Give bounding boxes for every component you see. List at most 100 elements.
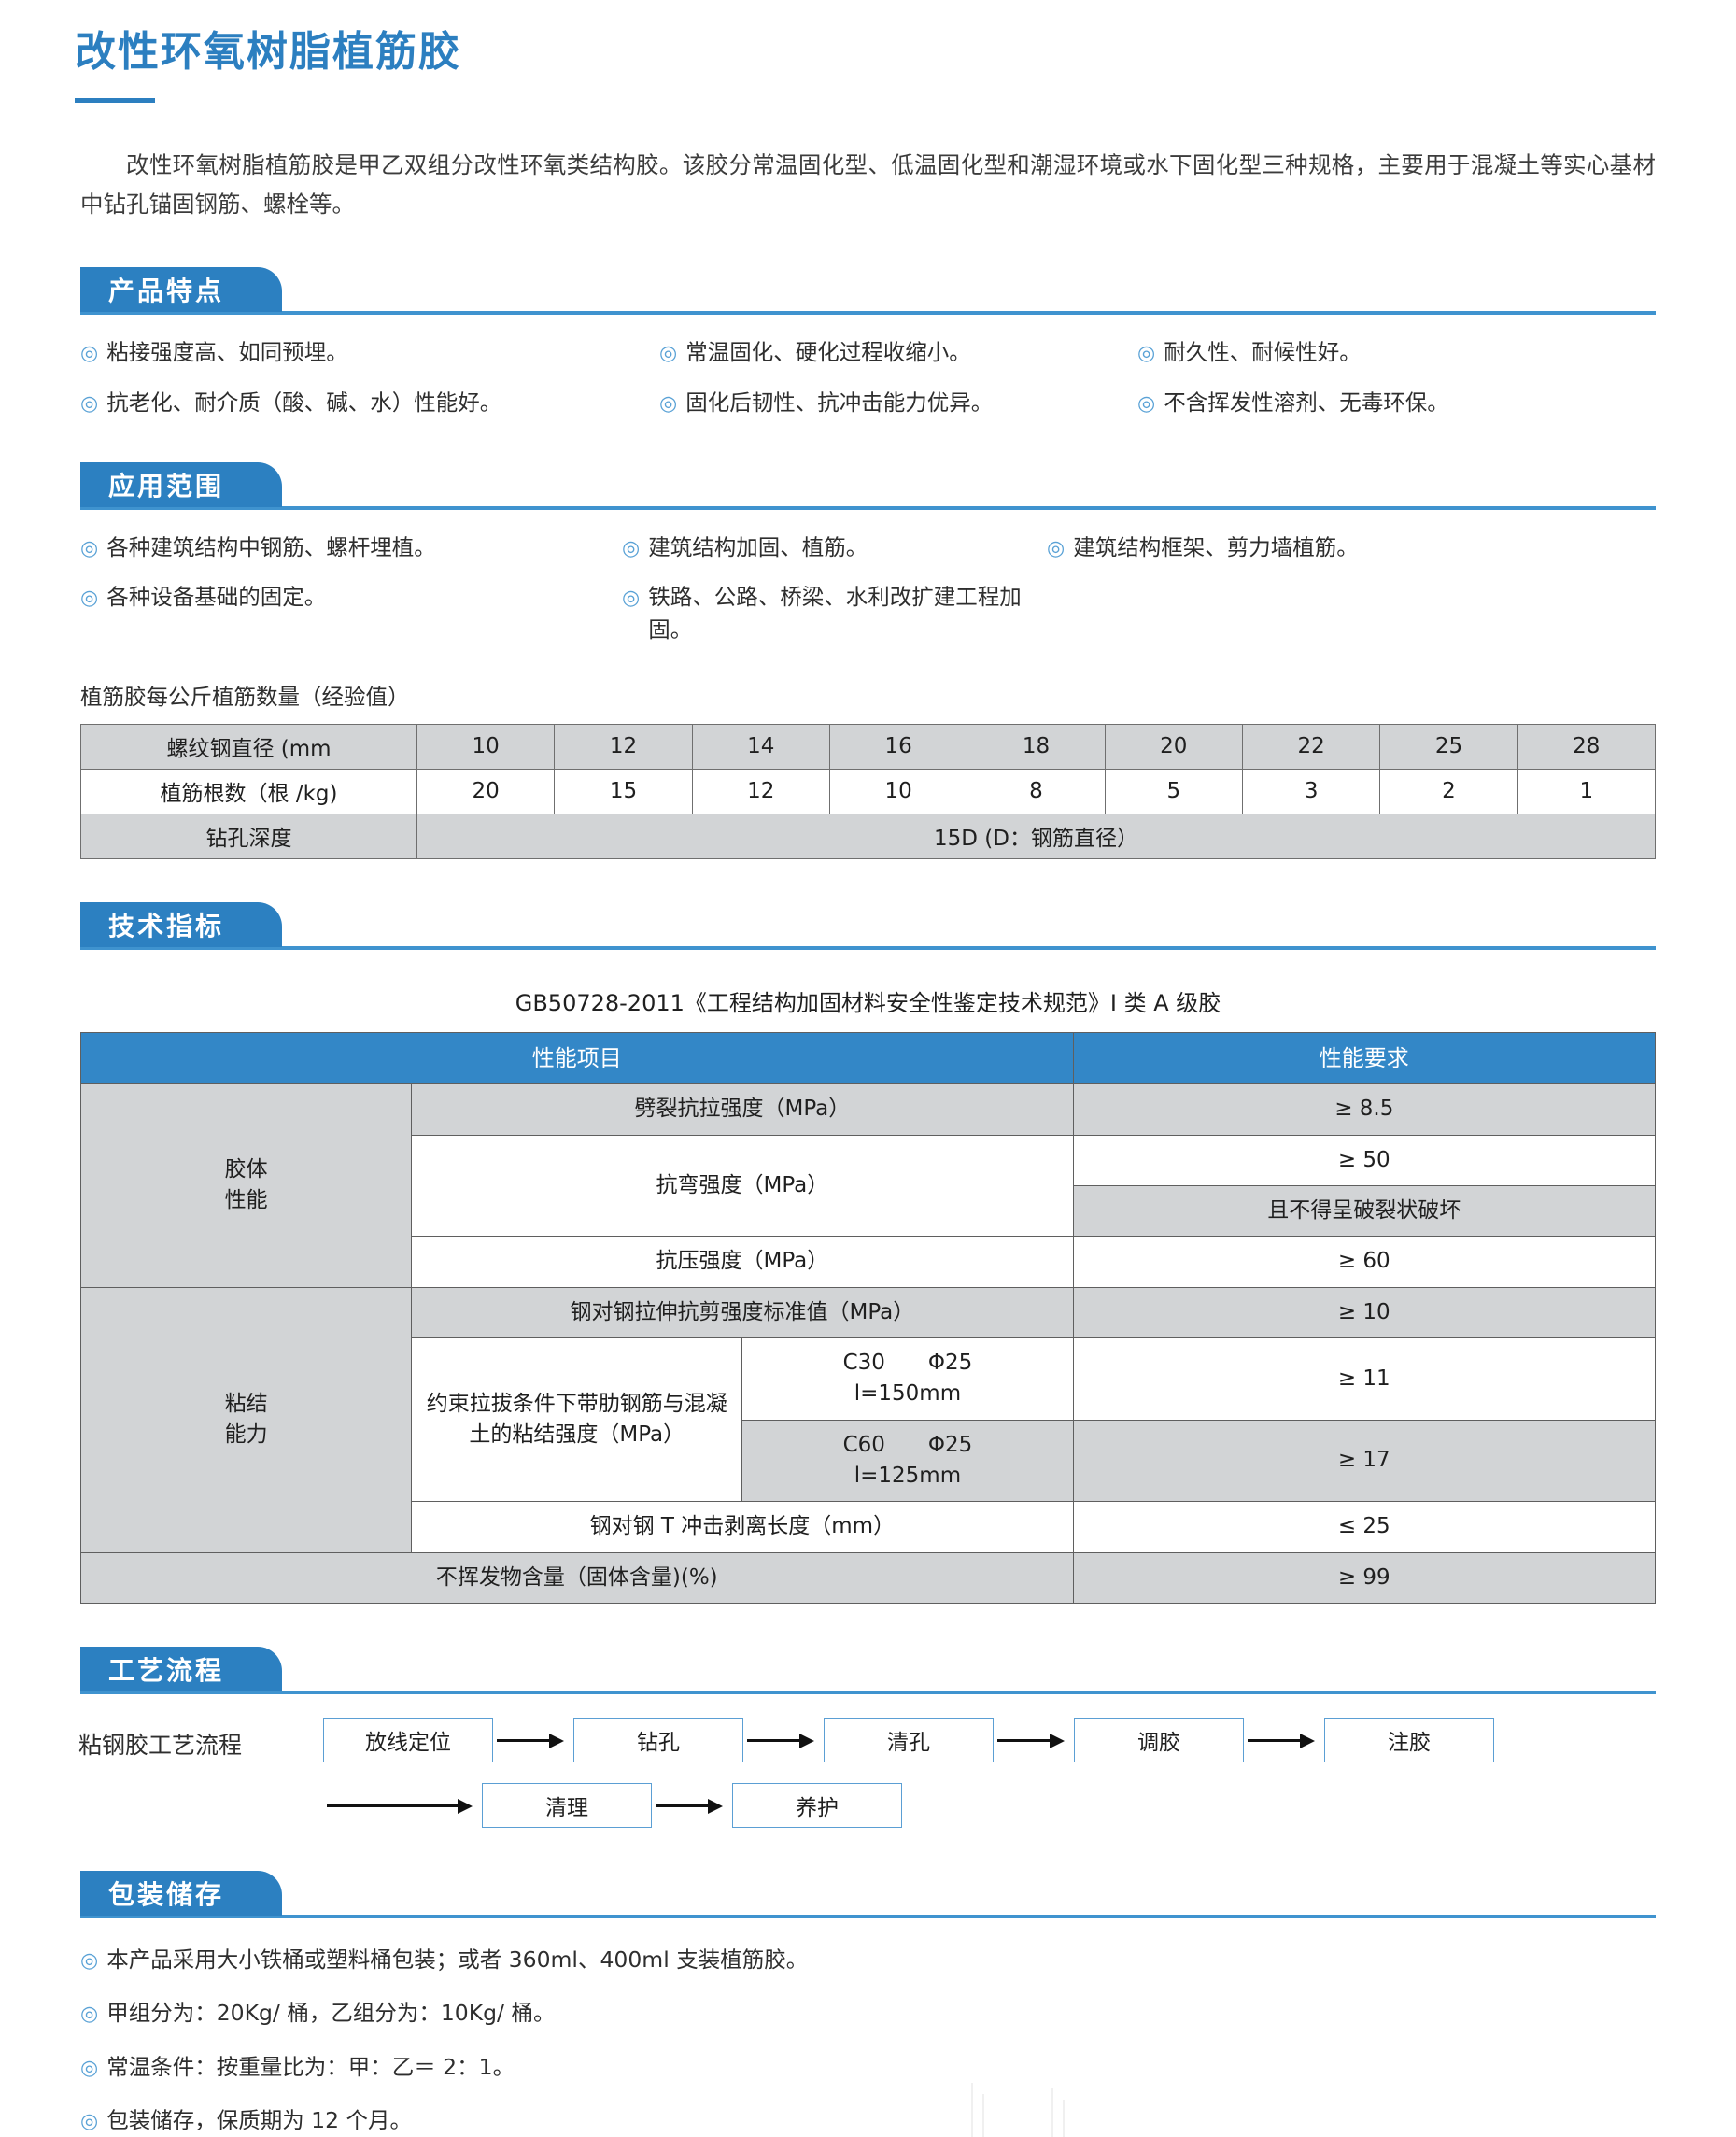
flow-step-box: 养护	[732, 1783, 902, 1829]
table-row: 粘结 能力 钢对钢拉伸抗剪强度标准值（MPa） ≥ 10	[79, 1286, 1657, 1553]
process-flowchart: 放线定位 钻孔 清孔 调胶 注胶 清理 养护	[80, 1718, 1656, 1829]
list-item: ◎ 甲组分为：20Kg/ 桶，乙组分为：10Kg/ 桶。	[80, 1997, 1656, 2030]
table-row: 抗弯强度（MPa） ≥ 50	[81, 1134, 1657, 1238]
list-item-label: 甲组分为：20Kg/ 桶，乙组分为：10Kg/ 桶。	[106, 2000, 556, 2027]
cell: 25	[1379, 723, 1518, 770]
rebar-quantity-table: 螺纹钢直径 (mm 10 12 14 16 18 20 22 25 28 植筋根…	[80, 723, 1657, 859]
bullet-icon: ◎	[80, 342, 99, 366]
bullet-icon: ◎	[80, 391, 99, 416]
cell: 15	[554, 768, 693, 814]
cell: 3	[1241, 768, 1381, 814]
table-row: 螺纹钢直径 (mm 10 12 14 16 18 20 22 25 28	[80, 723, 1657, 770]
list-item-label: 粘接强度高、如同预埋。	[106, 339, 348, 366]
subcondition-line: l=125mm	[854, 1464, 962, 1489]
flow-step-box: 清孔	[824, 1718, 994, 1763]
cell-item: 钢对钢拉伸抗剪强度标准值（MPa）	[411, 1286, 1074, 1339]
cell: 10	[828, 768, 968, 814]
list-item-label: 建筑结构框架、剪力墙植筋。	[1073, 533, 1359, 560]
cell: 18	[967, 723, 1106, 770]
flow-step-box: 放线定位	[323, 1718, 493, 1763]
subcondition-line: C60 Φ25	[842, 1432, 973, 1457]
list-item-label: 常温固化、硬化过程收缩小。	[685, 339, 971, 366]
list-item: ◎ 建筑结构框架、剪力墙植筋。	[1047, 531, 1656, 564]
bullet-icon: ◎	[1047, 536, 1066, 560]
section-header-technical: 技术指标	[80, 901, 1656, 951]
flow-step-box: 清理	[482, 1783, 652, 1829]
section-rule	[80, 505, 1656, 510]
cell: 14	[691, 723, 830, 770]
column-header-item: 性能项目	[80, 1031, 1074, 1085]
list-item-label: 不含挥发性溶剂、无毒环保。	[1164, 389, 1449, 416]
list-item-label: 常温条件：按重量比为：甲：乙＝ 2：1。	[106, 2053, 515, 2080]
bullet-icon: ◎	[80, 1949, 99, 1974]
cell: 20	[416, 768, 556, 814]
list-item-label: 铁路、公路、桥梁、水利改扩建工程加固。	[648, 584, 1022, 644]
application-list: ◎ 各种建筑结构中钢筋、螺杆埋植。 ◎ 建筑结构加固、植筋。 ◎ 建筑结构框架、剪力墙…	[80, 531, 1656, 647]
section-badge-features: 产品特点	[80, 267, 282, 313]
subcondition-line: l=150mm	[854, 1381, 962, 1407]
section-badge-technical: 技术指标	[80, 901, 282, 947]
cell-requirement: ≥ 60	[1072, 1236, 1657, 1288]
cell: 28	[1517, 723, 1657, 770]
flow-row-1: 放线定位 钻孔 清孔 调胶 注胶	[323, 1718, 1656, 1763]
bullet-icon: ◎	[659, 342, 678, 366]
table-row: 约束拉拔条件下带肋钢筋与混凝土的粘结强度（MPa） C30 Φ25 l=150m…	[81, 1337, 1657, 1503]
cell: 5	[1104, 768, 1243, 814]
group-label-bond: 粘结 能力	[79, 1286, 413, 1553]
table-row: 胶体 性能 劈裂抗拉强度（MPa） ≥ 8.5	[79, 1083, 1657, 1288]
list-item: ◎ 常温条件：按重量比为：甲：乙＝ 2：1。	[80, 2051, 1656, 2084]
list-item: ◎ 不含挥发性溶剂、无毒环保。	[1137, 387, 1656, 419]
group-label-line: 性能	[224, 1188, 268, 1213]
flow-row-2: 清理 养护	[323, 1783, 1656, 1829]
section-header-packaging: 包装储存	[80, 1871, 1656, 1919]
table-row: 抗压强度（MPa） ≥ 60	[81, 1236, 1657, 1288]
bullet-icon: ◎	[1137, 342, 1156, 366]
list-item-label: 耐久性、耐候性好。	[1164, 339, 1362, 366]
cell: 1	[1517, 768, 1657, 814]
bullet-icon: ◎	[622, 536, 641, 560]
row-label: 钻孔深度	[80, 813, 417, 859]
bullet-icon: ◎	[80, 536, 99, 560]
flow-step-box: 调胶	[1074, 1718, 1244, 1763]
cell-item: 钢对钢 T 冲击剥离长度（mm）	[411, 1501, 1074, 1553]
table-row: 不挥发物含量（固体含量)(%) ≥ 99	[80, 1551, 1657, 1605]
cell: 16	[828, 723, 968, 770]
flow-step-box: 注胶	[1324, 1718, 1494, 1763]
bullet-icon: ◎	[80, 2003, 99, 2027]
cell-requirement: ≥ 17	[1072, 1419, 1657, 1503]
cell: 12	[691, 768, 830, 814]
cell-requirement: ≥ 10	[1072, 1286, 1657, 1339]
flow-arrow-icon	[1244, 1733, 1324, 1749]
section-header-application: 应用范围	[80, 461, 1656, 511]
section-badge-process: 工艺流程	[80, 1647, 282, 1692]
subcondition-line: C30 Φ25	[842, 1351, 973, 1376]
feature-list: ◎ 粘接强度高、如同预埋。 ◎ 常温固化、硬化过程收缩小。 ◎ 耐久性、耐候性好。 ◎…	[80, 336, 1656, 419]
bullet-icon: ◎	[659, 391, 678, 416]
list-item: ◎ 粘接强度高、如同预埋。	[80, 336, 659, 369]
flow-arrow-icon	[323, 1798, 482, 1815]
row-label: 植筋根数（根 /kg)	[80, 768, 417, 814]
section-header-features: 产品特点	[80, 267, 1656, 316]
list-item: ◎ 常温固化、硬化过程收缩小。	[659, 336, 1137, 369]
bullet-icon: ◎	[80, 587, 99, 610]
group-label-colloid: 胶体 性能	[79, 1083, 413, 1288]
title-block: 改性环氧树脂植筋胶	[0, 0, 1736, 103]
cell: 8	[967, 768, 1106, 814]
list-item-label: 建筑结构加固、植筋。	[648, 533, 868, 560]
packaging-list: ◎ 本产品采用大小铁桶或塑料桶包装；或者 360ml、400ml 支装植筋胶。 ◎…	[80, 1944, 1656, 2137]
cell-requirement: ≥ 50	[1072, 1134, 1657, 1186]
row-label: 螺纹钢直径 (mm	[80, 723, 417, 770]
table-row: 植筋根数（根 /kg) 20 15 12 10 8 5 3 2 1	[80, 768, 1657, 814]
cell-item: 抗压强度（MPa）	[411, 1236, 1074, 1288]
cell-item: 约束拉拔条件下带肋钢筋与混凝土的粘结强度（MPa）	[411, 1337, 743, 1503]
table-row: C60 Φ25 l=125mm ≥ 17	[81, 1419, 1657, 1503]
section-header-process: 工艺流程	[80, 1647, 1656, 1695]
column-header-requirement: 性能要求	[1072, 1031, 1657, 1085]
cell-requirement: ≥ 99	[1072, 1551, 1657, 1605]
flow-step-box: 钻孔	[573, 1718, 743, 1763]
cell-item: 不挥发物含量（固体含量)(%)	[80, 1551, 1074, 1605]
standard-caption: GB50728-2011《工程结构加固材料安全性鉴定技术规范》I 类 A 级胶	[515, 989, 1221, 1016]
list-item-label: 包装储存，保质期为 12 个月。	[106, 2106, 413, 2133]
page-edge-mark	[962, 2072, 1093, 2137]
